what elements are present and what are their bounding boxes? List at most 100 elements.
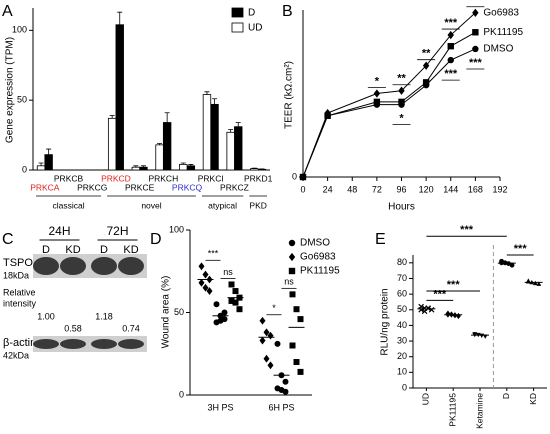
x-tick-label: 168: [468, 184, 483, 194]
point: [297, 368, 304, 375]
x-tick-label: PRKCZ: [220, 182, 249, 192]
significance: ***: [208, 249, 219, 259]
intensity-label: intensity: [3, 298, 37, 308]
y-tick-label: 20: [397, 351, 407, 361]
significance: ***: [444, 17, 458, 29]
intensity-label: Relative: [3, 287, 36, 297]
blot-band: [91, 339, 117, 349]
y-tick-label: 0: [22, 164, 27, 174]
error-bar: [140, 165, 146, 168]
x-tick-label: PRKCD: [101, 173, 131, 183]
point: [447, 56, 454, 64]
y-tick-label: 50: [174, 307, 184, 317]
x-tick-label: PRKCG: [77, 182, 107, 192]
y-tick-label: 50: [397, 304, 407, 314]
x-tick-label: 72: [372, 184, 382, 194]
significance: *: [399, 113, 404, 125]
point: [282, 378, 289, 385]
blot-band: [91, 257, 117, 275]
bar: [250, 168, 259, 171]
significance: ***: [460, 224, 474, 236]
bar: [210, 103, 219, 171]
bar: [131, 166, 141, 171]
x-tick-label: PRKD1: [244, 173, 273, 183]
x-tick-label: PRKCQ: [172, 182, 203, 192]
x-axis-label: Hours: [388, 202, 415, 213]
error-bar: [180, 162, 186, 165]
point: [536, 281, 542, 286]
bar: [44, 154, 53, 171]
point: [447, 30, 454, 40]
lane-label: D: [42, 244, 50, 256]
error-bar: [46, 148, 52, 155]
intensity-value: 1.18: [95, 311, 113, 321]
y-tick-label: 80: [397, 257, 407, 267]
error-bar: [38, 162, 44, 166]
significance: *: [272, 303, 276, 313]
x-tick-label: 120: [419, 184, 434, 194]
point: [472, 8, 479, 17]
blot-band: [33, 339, 59, 349]
y-tick-label: 40: [397, 320, 407, 330]
point: [456, 312, 461, 320]
error-bar: [117, 11, 123, 25]
y-tick-label: 0: [402, 382, 407, 392]
legend-swatch: [231, 7, 244, 18]
y-tick-label: 50: [17, 95, 27, 105]
blot-band: [33, 257, 59, 275]
panel-label: C: [2, 231, 14, 248]
x-tick-label: 0: [300, 184, 305, 194]
bar: [179, 164, 188, 171]
point: [472, 45, 479, 53]
point: [297, 316, 304, 323]
legend-label: DMSO: [300, 238, 330, 249]
timepoint-label: 24H: [48, 224, 70, 238]
bar: [162, 122, 172, 171]
x-tick-label: 192: [492, 184, 507, 194]
panel-label: E: [375, 231, 386, 248]
y-tick-label: 100: [169, 224, 184, 234]
significance: ***: [469, 0, 483, 7]
point: [289, 342, 296, 349]
point: [202, 283, 209, 292]
legend-label: UD: [248, 23, 262, 34]
point: [232, 299, 239, 306]
point: [532, 280, 538, 286]
blot-band: [60, 339, 86, 349]
x-tick-label: PRKCE: [125, 182, 155, 192]
legend-label: D: [248, 8, 255, 19]
significance: ***: [514, 243, 528, 255]
point: [228, 281, 235, 288]
point: [425, 305, 431, 312]
point: [259, 336, 266, 345]
point: [213, 301, 220, 308]
timepoint-label: 72H: [106, 224, 128, 238]
intensity-value: 1.00: [37, 311, 55, 321]
intensity-value: 0.58: [64, 323, 82, 333]
protein-name: β-actin: [3, 337, 36, 349]
point: [221, 309, 228, 316]
error-bar: [212, 98, 218, 105]
panel-label: A: [2, 3, 13, 20]
group-label: PKD: [249, 200, 266, 210]
point: [398, 101, 405, 108]
point: [198, 278, 205, 287]
point: [267, 361, 274, 370]
significance: **: [422, 48, 431, 60]
point: [202, 270, 209, 279]
point: [479, 333, 485, 338]
point: [236, 306, 243, 313]
intensity-value: 0.74: [122, 323, 140, 333]
significance: *: [375, 75, 380, 87]
group-label: atypical: [208, 200, 237, 210]
point: [398, 86, 405, 95]
lane-label: KD: [123, 244, 138, 256]
legend-label: DMSO: [483, 44, 513, 55]
point: [232, 288, 239, 295]
point: [293, 306, 300, 313]
y-tick-label: 60: [397, 288, 407, 298]
significance: ***: [444, 68, 458, 80]
error-bar: [109, 115, 115, 119]
panel-label: B: [282, 3, 293, 20]
error-bar: [157, 143, 163, 145]
